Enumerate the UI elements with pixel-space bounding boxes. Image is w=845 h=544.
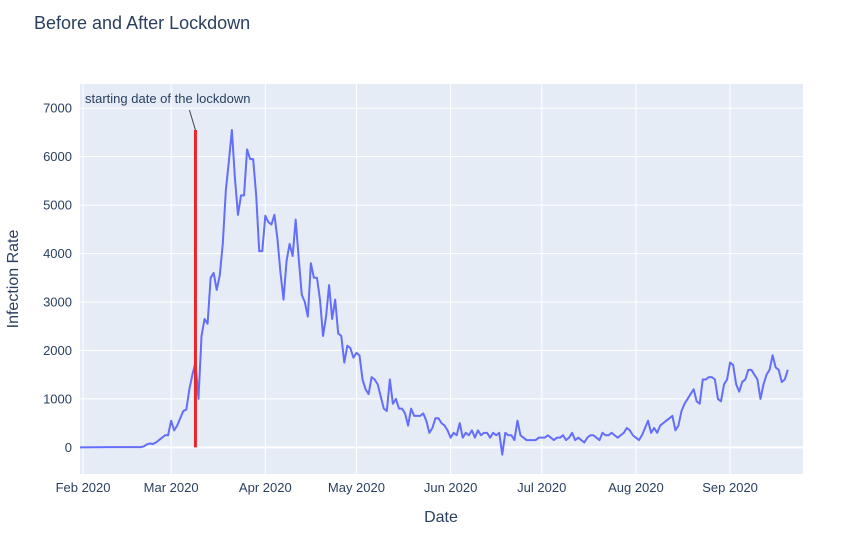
x-tick-label: Mar 2020 — [144, 480, 199, 495]
x-tick-label: Apr 2020 — [239, 480, 292, 495]
x-tick-label: Sep 2020 — [702, 480, 758, 495]
lockdown-annotation: starting date of the lockdown — [85, 91, 251, 448]
x-axis-tick-labels: Feb 2020 Mar 2020 Apr 2020 May 2020 Jun 2020… — [56, 480, 758, 495]
y-axis-tick-labels: 0 1000 2000 3000 4000 5000 6000 7000 — [43, 101, 72, 455]
x-tick-label: Jul 2020 — [517, 480, 566, 495]
lockdown-annotation-text: starting date of the lockdown — [85, 91, 251, 106]
y-axis-title: Infection Rate — [5, 230, 22, 329]
series-line — [79, 129, 789, 456]
y-tick-label: 6000 — [43, 149, 72, 164]
y-tick-label: 0 — [65, 440, 72, 455]
y-tick-label: 5000 — [43, 198, 72, 213]
x-tick-label: Feb 2020 — [56, 480, 111, 495]
x-tick-label: Jun 2020 — [424, 480, 478, 495]
y-tick-label: 3000 — [43, 295, 72, 310]
y-tick-label: 4000 — [43, 246, 72, 261]
grid-lines — [80, 84, 803, 474]
annotation-arrow — [188, 109, 196, 131]
y-tick-label: 2000 — [43, 343, 72, 358]
y-tick-label: 1000 — [43, 391, 72, 406]
chart-title: Before and After Lockdown — [34, 13, 250, 33]
y-tick-label: 7000 — [43, 101, 72, 116]
x-axis-title: Date — [424, 509, 458, 526]
plot-area — [80, 84, 803, 474]
series-lines — [79, 129, 789, 456]
x-tick-label: Aug 2020 — [608, 480, 664, 495]
x-tick-label: May 2020 — [328, 480, 385, 495]
